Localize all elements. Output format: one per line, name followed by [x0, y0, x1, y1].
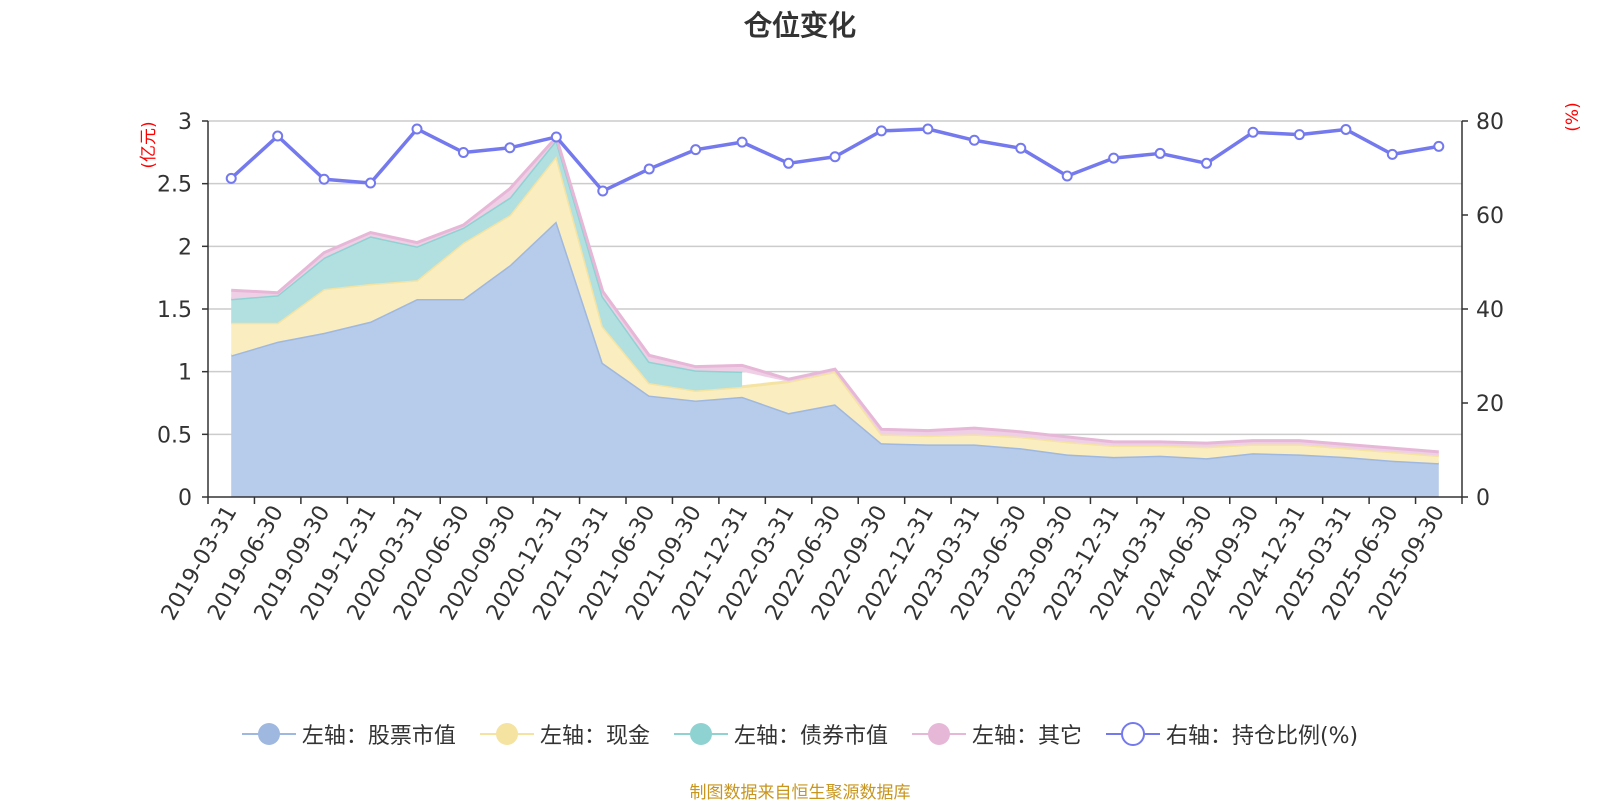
legend-label: 左轴：债券市值	[733, 724, 888, 749]
legend-area-marker-icon	[479, 723, 534, 745]
line-point	[365, 177, 377, 189]
legend-label: 右轴：持仓比例(%)	[1165, 724, 1359, 749]
y-left-tick-label: 3	[178, 110, 192, 135]
y-right-tick-label: 0	[1476, 486, 1490, 511]
legend-area-marker-icon	[241, 723, 296, 745]
line-point	[736, 136, 748, 148]
y-right-tick-label: 40	[1476, 298, 1504, 323]
legend-item[interactable]: 左轴：其它	[911, 718, 1082, 750]
axes	[202, 120, 1468, 504]
line-point	[1154, 147, 1166, 159]
y-right-tick-label: 60	[1476, 204, 1504, 229]
line-point	[1201, 157, 1213, 169]
line-point	[1386, 148, 1398, 160]
line-point	[1015, 142, 1027, 154]
legend-label: 左轴：现金	[539, 724, 650, 749]
line-point	[1433, 140, 1445, 152]
legend-item[interactable]: 右轴：持仓比例(%)	[1105, 718, 1359, 750]
line-point	[411, 123, 423, 135]
area-左轴：股票市值	[231, 221, 1439, 497]
y-left-tick-label: 2.5	[157, 173, 192, 198]
legend-item[interactable]: 左轴：现金	[479, 718, 650, 750]
line-point	[783, 157, 795, 169]
line-point	[1340, 123, 1352, 135]
line-point	[1108, 152, 1120, 164]
y-right-axis-label: (%)	[1563, 102, 1583, 131]
y-left-axis-label: (亿元)	[139, 121, 159, 168]
legend-line-marker-icon	[1105, 722, 1160, 746]
legend: 左轴：股票市值 左轴：现金 左轴：债券市值 左轴：其它 右轴：持仓比例(%)	[0, 718, 1600, 750]
line-point	[690, 144, 702, 156]
line-point	[1247, 126, 1259, 138]
line-point	[922, 123, 934, 135]
y-left-tick-label: 1.5	[157, 298, 192, 323]
line-point	[225, 172, 237, 184]
legend-item[interactable]: 左轴：股票市值	[241, 718, 456, 750]
y-right-tick-label: 80	[1476, 110, 1504, 135]
y-right-tick-label: 20	[1476, 392, 1504, 417]
y-left-tick-label: 2	[178, 235, 192, 260]
line-point	[272, 130, 284, 142]
line-point	[829, 151, 841, 163]
line-point	[597, 185, 609, 197]
line-point	[1293, 129, 1305, 141]
line-series	[225, 123, 1445, 197]
line-point	[318, 173, 330, 185]
line-point	[968, 134, 980, 146]
y-left-tick-label: 0.5	[157, 423, 192, 448]
y-left-tick-label: 1	[178, 361, 192, 386]
legend-label: 左轴：股票市值	[301, 724, 456, 749]
legend-item[interactable]: 左轴：债券市值	[673, 718, 888, 750]
legend-area-marker-icon	[911, 723, 966, 745]
legend-label: 左轴：其它	[971, 724, 1082, 749]
area-左轴：债券市值	[231, 139, 743, 391]
line-point	[457, 146, 469, 158]
area-line-左轴：其它	[231, 134, 1439, 454]
line-point	[550, 131, 562, 143]
line-point	[504, 142, 516, 154]
chart-title: 仓位变化	[743, 9, 856, 42]
area-左轴：现金	[231, 156, 1439, 464]
source-note: 制图数据来自恒生聚源数据库	[689, 783, 911, 803]
line-point	[643, 163, 655, 175]
line-point	[1061, 170, 1073, 182]
y-left-tick-label: 0	[178, 486, 192, 511]
line-point	[875, 125, 887, 137]
legend-area-marker-icon	[673, 723, 728, 745]
area-series	[230, 134, 1439, 497]
